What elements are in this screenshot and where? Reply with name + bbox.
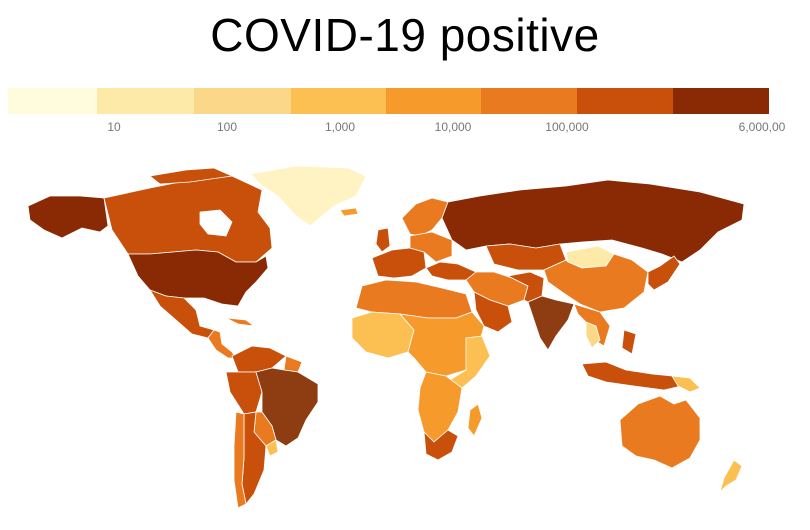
region-south-africa [423,429,459,461]
region-papua [671,375,701,393]
region-uk [375,227,391,253]
legend-swatch-5 [386,88,481,114]
region-east-africa [449,335,491,389]
legend-swatch-3 [194,88,291,114]
region-australia [619,395,701,469]
region-western-europe [371,247,427,279]
region-scandinavia [401,197,449,237]
legend-swatch-6 [481,88,577,114]
region-balkans-turkey [425,261,477,281]
region-greenland [249,165,367,227]
region-myanmar-laos [585,321,601,349]
region-caribbean [225,317,255,327]
region-india [527,295,575,351]
region-peru-ecuador [225,371,263,415]
legend-tick-10: 10 [107,120,121,134]
region-arabia [473,291,513,333]
legend-swatch-4 [291,88,386,114]
region-philippines [621,329,637,355]
region-hudson-bay [199,209,233,237]
region-central-america [207,329,237,359]
region-chile [233,411,247,509]
legend-tick-100: 100 [216,120,238,134]
region-central-europe [409,231,453,263]
legend-swatch-2 [97,88,194,114]
legend-swatch-1 [8,88,97,114]
map-title: COVID-19 positive [210,9,600,61]
region-korea-japan [647,255,681,291]
legend-tick-max: 6,000,00 [738,120,786,134]
region-uruguay [265,439,279,457]
region-guianas [283,355,303,373]
legend-swatch-7 [577,88,673,114]
region-new-zealand [719,459,743,493]
region-colombia-venezuela [231,345,287,373]
region-iceland [339,207,359,217]
legend-tick-1000: 1,000 [324,120,356,134]
world-choropleth-map [27,165,745,509]
legend-tick-labels: 10 100 1,000 10,000 100,000 6,000,00 [0,120,810,138]
region-canada-islands [149,167,233,185]
legend-tick-10000: 10,000 [434,120,472,134]
region-madagascar [467,403,483,437]
legend-tick-100000: 100,000 [545,120,589,134]
legend-swatch-8 [673,88,769,114]
region-canada [103,175,273,263]
color-scale-legend [8,88,769,114]
region-alaska [27,195,109,239]
